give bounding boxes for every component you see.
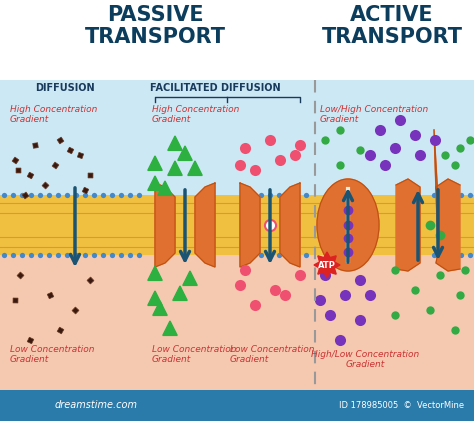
FancyBboxPatch shape: [0, 195, 474, 255]
Polygon shape: [188, 161, 202, 176]
Polygon shape: [153, 301, 167, 315]
FancyBboxPatch shape: [0, 0, 474, 80]
Text: DIFFUSION: DIFFUSION: [35, 83, 95, 93]
Ellipse shape: [317, 179, 379, 271]
Polygon shape: [163, 321, 177, 336]
Polygon shape: [240, 183, 260, 267]
Polygon shape: [148, 156, 162, 171]
Polygon shape: [396, 179, 420, 271]
Text: High Concentration
Gradient: High Concentration Gradient: [10, 105, 97, 124]
Text: PASSIVE
TRANSPORT: PASSIVE TRANSPORT: [84, 5, 226, 47]
Polygon shape: [148, 291, 162, 305]
FancyBboxPatch shape: [0, 390, 474, 421]
Polygon shape: [148, 266, 162, 280]
Polygon shape: [168, 136, 182, 150]
Text: Low Concentration
Gradient: Low Concentration Gradient: [10, 345, 94, 365]
Polygon shape: [158, 181, 172, 195]
Polygon shape: [434, 130, 460, 271]
FancyBboxPatch shape: [0, 255, 474, 390]
Text: Low Concentration
Gradient: Low Concentration Gradient: [230, 345, 315, 365]
Polygon shape: [173, 286, 187, 301]
Polygon shape: [155, 183, 175, 267]
Polygon shape: [183, 271, 197, 285]
Text: ACTIVE
TRANSPORT: ACTIVE TRANSPORT: [321, 5, 463, 47]
Text: Low/High Concentration
Gradient: Low/High Concentration Gradient: [320, 105, 428, 124]
Polygon shape: [178, 146, 192, 160]
Text: Low Concentration
Gradient: Low Concentration Gradient: [152, 345, 237, 365]
Polygon shape: [148, 176, 162, 190]
Text: ID 178985005  ©  VectorMine: ID 178985005 © VectorMine: [339, 400, 464, 410]
Text: dreamstime.com: dreamstime.com: [55, 400, 138, 410]
Polygon shape: [314, 252, 340, 278]
Text: FACILITATED DIFFUSION: FACILITATED DIFFUSION: [150, 83, 280, 93]
Text: High Concentration
Gradient: High Concentration Gradient: [152, 105, 239, 124]
Polygon shape: [280, 183, 300, 267]
Text: High/Low Concentration
Gradient: High/Low Concentration Gradient: [311, 350, 419, 369]
FancyBboxPatch shape: [0, 80, 474, 195]
Polygon shape: [195, 183, 215, 267]
Text: ATP: ATP: [318, 261, 336, 269]
Polygon shape: [168, 161, 182, 176]
